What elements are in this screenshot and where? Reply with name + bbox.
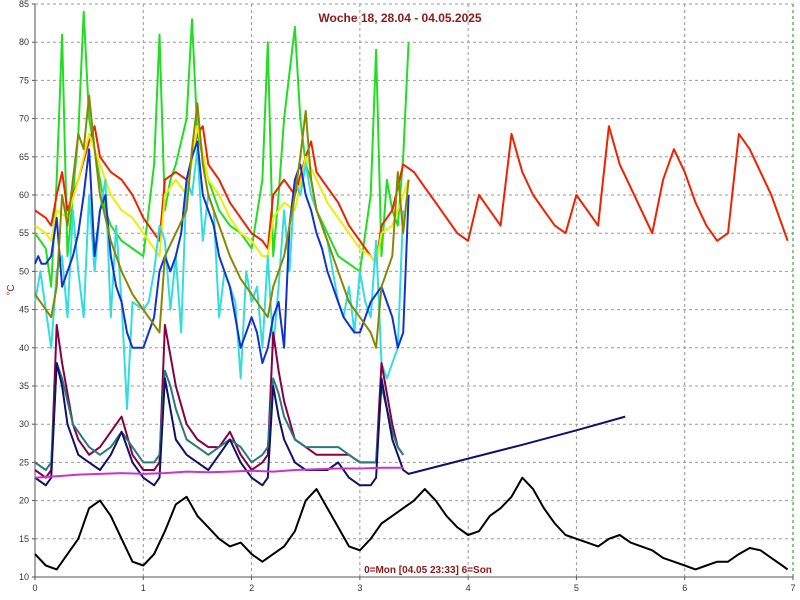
y-tick-label-15: 85 bbox=[19, 0, 29, 9]
x-tick-label-7: 7 bbox=[790, 583, 795, 593]
axes bbox=[34, 4, 793, 578]
y-tick-label-10: 60 bbox=[19, 190, 29, 200]
y-tick-label-4: 30 bbox=[19, 419, 29, 429]
y-axis-label: °C bbox=[6, 284, 17, 295]
y-tick-label-5: 35 bbox=[19, 381, 29, 391]
x-tick-label-2: 2 bbox=[249, 583, 254, 593]
x-tick-label-5: 5 bbox=[574, 583, 579, 593]
x-tick-label-1: 1 bbox=[141, 583, 146, 593]
y-tick-label-7: 45 bbox=[19, 305, 29, 315]
x-tick-label-6: 6 bbox=[682, 583, 687, 593]
x-tick-label-4: 4 bbox=[466, 583, 471, 593]
chart-title: Woche 18, 28.04 - 04.05.2025 bbox=[318, 11, 482, 25]
series-layer bbox=[34, 10, 789, 571]
y-tick-label-0: 10 bbox=[19, 572, 29, 582]
y-tick-label-12: 70 bbox=[19, 114, 29, 124]
y-tick-label-9: 55 bbox=[19, 228, 29, 238]
series-line-5 bbox=[34, 94, 410, 349]
y-tick-labels: 10 15 20 25 30 35 40 45 50 55 60 65 70 75 80 85 bbox=[19, 0, 35, 582]
series-line-10 bbox=[34, 476, 789, 571]
series-line-4 bbox=[34, 140, 410, 365]
x-axis-label: 0=Mon [04.05 23:33] 6=Son bbox=[364, 565, 492, 576]
x-tick-label-0: 0 bbox=[32, 583, 37, 593]
y-tick-label-14: 80 bbox=[19, 37, 29, 47]
y-tick-label-11: 65 bbox=[19, 152, 29, 162]
x-tick-labels: 0 1 2 3 4 5 6 7 bbox=[32, 577, 796, 593]
x-tick-label-3: 3 bbox=[357, 583, 362, 593]
y-tick-label-13: 75 bbox=[19, 75, 29, 85]
y-tick-label-8: 50 bbox=[19, 266, 29, 276]
series-line-7 bbox=[34, 362, 405, 471]
y-tick-label-6: 40 bbox=[19, 343, 29, 353]
y-tick-label-1: 15 bbox=[19, 534, 29, 544]
series-line-9 bbox=[34, 466, 404, 479]
y-tick-label-3: 25 bbox=[19, 457, 29, 467]
y-tick-label-2: 20 bbox=[19, 496, 29, 506]
